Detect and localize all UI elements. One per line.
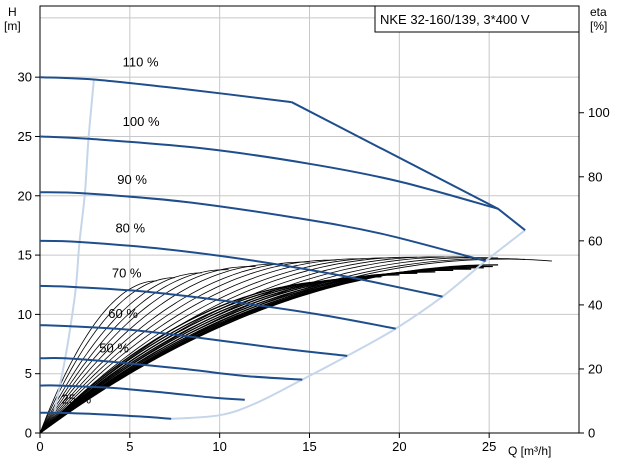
efficiency-curve — [39, 272, 418, 434]
y2-axis-name: eta — [590, 5, 607, 19]
chart-title: NKE 32-160/139, 3*400 V — [380, 12, 530, 27]
efficiency-curve — [39, 257, 499, 434]
x-axis-ticks: 0 5 10 15 20 25 — [36, 433, 496, 454]
efficiency-curve — [39, 258, 526, 434]
efficiency-curve — [39, 256, 418, 434]
speed-label: 60 % — [108, 306, 138, 321]
y2-tick-label: 0 — [588, 426, 595, 441]
x-tick-label: 15 — [302, 439, 316, 454]
speed-curve — [39, 384, 245, 401]
x-tick-label: 20 — [392, 439, 406, 454]
speed-curve — [39, 411, 172, 420]
speed-curve — [39, 284, 396, 330]
efficiency-curve — [39, 259, 337, 434]
y-tick-label: 20 — [18, 188, 32, 203]
y2-tick-label: 100 — [588, 105, 610, 120]
y-tick-label: 10 — [18, 307, 32, 322]
y2-axis-unit: [%] — [590, 19, 607, 33]
y-axis-name: H — [8, 5, 17, 19]
efficiency-curve — [39, 263, 283, 434]
x-axis-label: Q [m³/h] — [508, 444, 551, 458]
limit-curves — [53, 79, 526, 420]
y-tick-label: 5 — [25, 366, 32, 381]
power-limit-curve — [291, 101, 526, 231]
speed-label: 90 % — [117, 172, 147, 187]
speed-curve — [39, 357, 303, 381]
efficiency-curve — [39, 279, 346, 434]
speed-label: 25 % — [62, 391, 92, 406]
efficiency-curve — [39, 258, 553, 434]
x-tick-label: 5 — [126, 439, 133, 454]
speed-label: 70 % — [112, 266, 142, 281]
speed-curve — [39, 76, 292, 104]
y-tick-label: 0 — [25, 426, 32, 441]
y-tick-label: 30 — [18, 70, 32, 85]
x-tick-label: 10 — [212, 439, 226, 454]
y2-tick-label: 40 — [588, 297, 602, 312]
x-tick-label: 25 — [482, 439, 496, 454]
speed-curve — [39, 135, 499, 210]
efficiency-curve — [39, 272, 202, 434]
efficiency-curve — [39, 256, 445, 434]
efficiency-curve — [39, 261, 310, 434]
y2-tick-label: 80 — [588, 169, 602, 184]
y2-axis-ticks: 0 20 40 60 80 100 — [579, 105, 610, 441]
speed-label: 80 % — [115, 221, 145, 236]
y-tick-label: 15 — [18, 248, 32, 263]
speed-label: 50 % — [99, 340, 129, 355]
y2-tick-label: 60 — [588, 233, 602, 248]
y-axis-ticks: 0 5 10 15 20 25 30 — [18, 70, 40, 441]
min-flow-limit-curve — [53, 79, 95, 413]
speed-curve — [39, 239, 443, 298]
title-box — [374, 5, 580, 33]
y-axis-unit: [m] — [4, 19, 21, 33]
speed-labels: 110 % 100 % 90 % 80 % 70 % 60 % 50 % 25 % — [62, 54, 160, 406]
speed-curve — [39, 191, 486, 262]
speed-label: 100 % — [123, 114, 160, 129]
speed-label: 110 % — [123, 54, 159, 69]
efficiency-curve — [39, 258, 364, 434]
speed-curve — [39, 324, 348, 357]
speed-curves — [39, 76, 526, 420]
efficiency-curve — [39, 256, 472, 434]
y-tick-label: 25 — [18, 129, 32, 144]
y2-tick-label: 20 — [588, 361, 602, 376]
efficiency-curve — [39, 257, 391, 434]
x-tick-label: 0 — [36, 439, 43, 454]
